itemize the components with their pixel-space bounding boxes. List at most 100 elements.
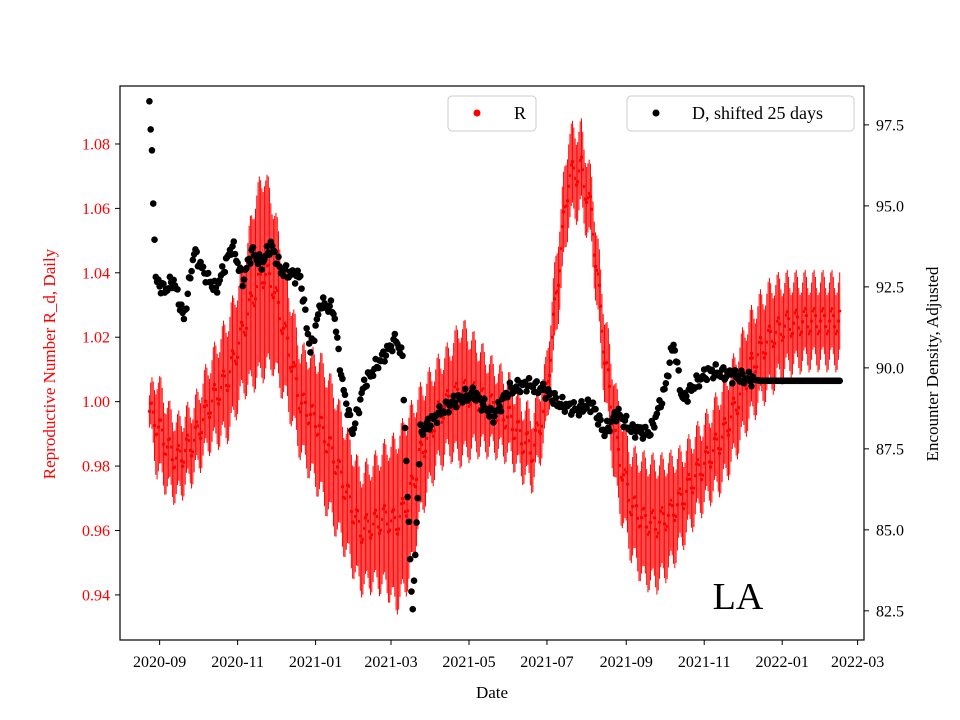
r-point xyxy=(770,339,774,343)
d-point xyxy=(271,248,278,256)
d-point xyxy=(221,268,229,276)
r-point xyxy=(431,434,435,438)
r-point xyxy=(279,329,283,333)
r-point xyxy=(276,300,281,304)
x-tick-label: 2020-09 xyxy=(133,654,186,671)
r-point xyxy=(312,412,316,416)
d-point xyxy=(406,555,414,563)
x-tick-label: 2021-05 xyxy=(442,654,495,671)
r-point xyxy=(440,420,444,424)
d-point xyxy=(592,405,599,413)
r-point xyxy=(273,291,277,295)
r-point xyxy=(207,415,212,420)
d-point xyxy=(597,416,604,424)
d-point xyxy=(419,431,427,438)
r-point xyxy=(237,341,241,345)
r-point xyxy=(338,459,342,464)
r-point xyxy=(403,509,407,514)
r-point xyxy=(708,465,713,469)
d-point xyxy=(184,290,192,298)
r-point xyxy=(198,436,203,440)
r-point xyxy=(779,332,783,336)
r-point xyxy=(622,473,626,477)
d-point xyxy=(311,337,318,345)
d-point xyxy=(469,384,477,391)
r-point xyxy=(444,393,448,397)
r-point xyxy=(633,495,637,499)
r-point xyxy=(697,463,701,467)
r-point xyxy=(402,501,406,505)
r-point xyxy=(789,334,793,338)
r-point xyxy=(389,519,393,523)
r-point xyxy=(647,530,651,534)
d-point xyxy=(183,305,190,313)
d-point xyxy=(570,399,578,406)
r-point xyxy=(634,503,639,508)
r-point xyxy=(269,284,273,289)
r-point xyxy=(692,486,696,490)
d-point xyxy=(461,385,469,393)
r-point xyxy=(767,324,772,328)
d-point xyxy=(350,425,358,432)
d-point xyxy=(332,328,340,336)
r-point xyxy=(561,210,566,214)
r-point xyxy=(720,435,724,439)
r-point xyxy=(748,356,752,360)
r-point xyxy=(513,436,517,440)
r-point xyxy=(179,459,183,463)
r-point xyxy=(822,313,826,318)
r-point xyxy=(829,309,833,313)
r-point xyxy=(776,316,780,320)
r-point xyxy=(246,312,250,316)
r-point xyxy=(732,396,736,401)
r-point xyxy=(717,451,722,456)
y-axis-left-title: Reproductive Number R_d, Daily xyxy=(40,248,59,479)
legend-r: R xyxy=(447,95,537,132)
r-point xyxy=(587,191,591,196)
r-point xyxy=(532,443,536,447)
d-point xyxy=(391,330,399,338)
d-point xyxy=(319,294,327,301)
r-point xyxy=(436,400,440,404)
d-point xyxy=(180,315,188,323)
r-point xyxy=(173,465,177,469)
legend-d-marker xyxy=(652,109,660,117)
r-point xyxy=(223,374,227,378)
r-point xyxy=(576,180,580,184)
r-point xyxy=(744,387,748,391)
r-point xyxy=(760,341,764,345)
y-right-tick-label: 87.5 xyxy=(876,441,904,458)
legend-d: D, shifted 25 days xyxy=(626,95,855,132)
r-point xyxy=(783,324,787,328)
d-point xyxy=(230,238,238,245)
r-point xyxy=(687,472,691,477)
r-point xyxy=(595,268,599,272)
r-point xyxy=(189,454,194,458)
r-point xyxy=(682,506,686,511)
r-point xyxy=(278,317,282,321)
r-point xyxy=(715,437,719,441)
r-point xyxy=(559,247,563,251)
r-point xyxy=(583,197,587,201)
r-point xyxy=(508,405,512,409)
r-point xyxy=(285,336,290,340)
d-point xyxy=(326,302,333,310)
r-point xyxy=(645,525,649,529)
legend-d-box xyxy=(626,95,855,132)
d-point xyxy=(327,297,335,304)
y-left-tick-label: 1.04 xyxy=(82,265,110,282)
r-point xyxy=(289,369,293,373)
r-point xyxy=(352,521,356,525)
r-point xyxy=(788,327,792,332)
r-point xyxy=(659,509,663,513)
d-point xyxy=(415,460,423,468)
r-point xyxy=(302,392,306,396)
d-point xyxy=(408,588,415,595)
d-point xyxy=(666,359,673,367)
r-point xyxy=(284,324,288,328)
r-point xyxy=(152,423,157,428)
r-point xyxy=(441,416,446,420)
d-point xyxy=(369,372,377,380)
d-point xyxy=(346,411,354,419)
